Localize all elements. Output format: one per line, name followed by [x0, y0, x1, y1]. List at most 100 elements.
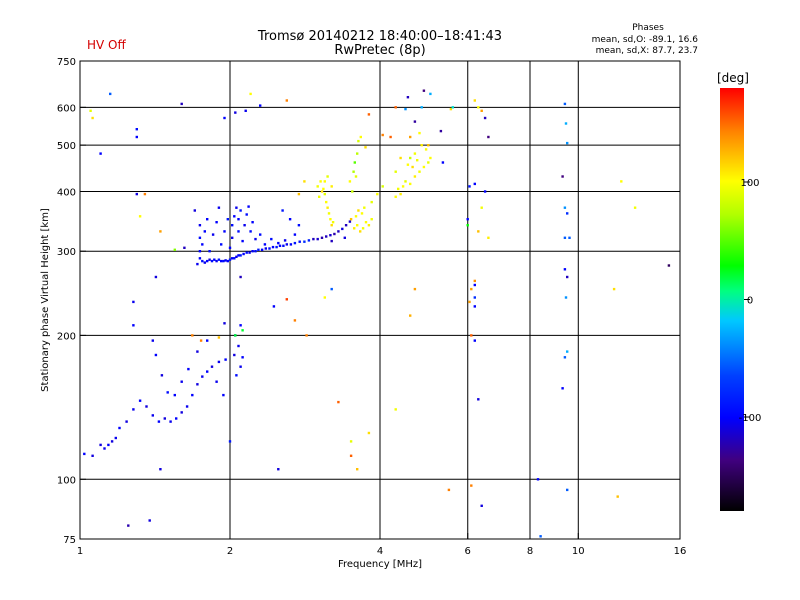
- echo-point: [305, 334, 308, 337]
- echo-point: [180, 380, 183, 383]
- echo-point: [228, 258, 232, 261]
- echo-point: [251, 250, 254, 253]
- echo-point: [353, 161, 356, 164]
- echo-point: [215, 259, 218, 263]
- echo-point: [239, 324, 242, 327]
- y-tick-label: 100: [57, 475, 76, 486]
- echo-point: [473, 339, 476, 342]
- echo-point: [285, 99, 288, 102]
- echo-point: [288, 218, 292, 221]
- echo-point: [323, 180, 326, 183]
- echo-point: [277, 241, 280, 245]
- echo-point: [217, 336, 221, 339]
- echo-point: [470, 484, 473, 487]
- echo-point: [356, 152, 359, 155]
- echo-point: [348, 180, 352, 183]
- echo-point: [183, 246, 186, 249]
- echo-point: [201, 243, 204, 246]
- echo-point: [487, 135, 490, 139]
- echo-point: [316, 185, 319, 188]
- echo-point: [118, 426, 121, 430]
- echo-point: [466, 218, 469, 221]
- echo-point: [224, 358, 227, 361]
- echo-point: [363, 206, 366, 209]
- echo-point: [394, 170, 397, 173]
- echo-point: [275, 245, 278, 249]
- echo-point: [470, 287, 473, 291]
- echo-point: [483, 190, 487, 193]
- echo-point: [223, 322, 226, 325]
- echo-point: [563, 206, 567, 209]
- echo-point: [320, 236, 324, 239]
- echo-point: [367, 113, 371, 116]
- echo-point: [208, 250, 211, 253]
- echo-point: [409, 314, 412, 317]
- echo-point: [166, 391, 169, 394]
- x-axis-ticks: 1 2 4 6 8 10 16: [77, 533, 686, 557]
- plot-area: 1 2 4 6 8 10 16 75 100 200 300 400 500 600 750: [57, 57, 686, 557]
- echo-point: [357, 209, 360, 212]
- echo-point: [473, 99, 476, 102]
- echo-point: [323, 296, 326, 299]
- echo-point: [193, 209, 196, 212]
- echo-point: [477, 398, 480, 401]
- echo-point: [203, 230, 206, 233]
- echo-point: [320, 190, 324, 193]
- echo-point: [249, 92, 252, 96]
- phase-colorbar: [deg] 100 0 -100: [717, 71, 761, 511]
- echo-point: [148, 519, 151, 522]
- echo-point: [331, 221, 335, 224]
- echo-point: [228, 440, 232, 443]
- echo-point: [157, 420, 161, 423]
- echo-point: [381, 133, 384, 137]
- echo-point: [416, 159, 419, 162]
- echo-point: [231, 224, 234, 227]
- echo-point: [312, 237, 315, 241]
- echo-point: [103, 447, 106, 450]
- echo-point: [285, 298, 288, 301]
- echo-point: [272, 305, 276, 308]
- echo-point: [217, 360, 221, 364]
- echo-point: [198, 224, 202, 227]
- echo-point: [208, 258, 211, 261]
- echo-point: [413, 152, 417, 155]
- echo-point: [206, 339, 209, 342]
- echo-point: [473, 305, 476, 308]
- echo-point: [191, 393, 194, 397]
- echo-point: [427, 144, 430, 147]
- echo-point: [239, 275, 242, 279]
- echo-point: [138, 215, 142, 218]
- echo-point: [323, 192, 326, 196]
- echo-point: [409, 156, 412, 160]
- echo-point: [198, 250, 202, 253]
- echo-point: [420, 106, 423, 109]
- echo-point: [399, 192, 402, 196]
- y-tick-label: 300: [57, 247, 76, 258]
- echo-point: [394, 195, 397, 198]
- echo-point: [173, 393, 176, 397]
- echo-point: [107, 443, 110, 447]
- phases-o-mode: mean, sd,O: -89.1, 16.6: [592, 35, 699, 45]
- echo-point: [447, 488, 451, 492]
- echo-point: [160, 374, 164, 377]
- echo-point: [206, 370, 209, 373]
- echo-point: [285, 243, 288, 246]
- echo-point: [356, 468, 359, 471]
- echo-point: [620, 180, 623, 183]
- echo-point: [333, 232, 336, 236]
- echo-point: [151, 339, 154, 342]
- y-tick-label: 400: [57, 187, 76, 198]
- y-tick-label: 600: [57, 103, 76, 114]
- echo-point: [566, 275, 569, 279]
- echo-point: [180, 411, 183, 414]
- echo-point: [329, 218, 332, 221]
- echo-point: [283, 239, 287, 242]
- echo-point: [114, 436, 117, 440]
- echo-point: [359, 135, 362, 139]
- echo-point: [91, 454, 94, 457]
- echo-point: [175, 417, 178, 420]
- echo-point: [201, 259, 204, 263]
- echo-point: [235, 206, 238, 209]
- echo-point: [215, 221, 218, 224]
